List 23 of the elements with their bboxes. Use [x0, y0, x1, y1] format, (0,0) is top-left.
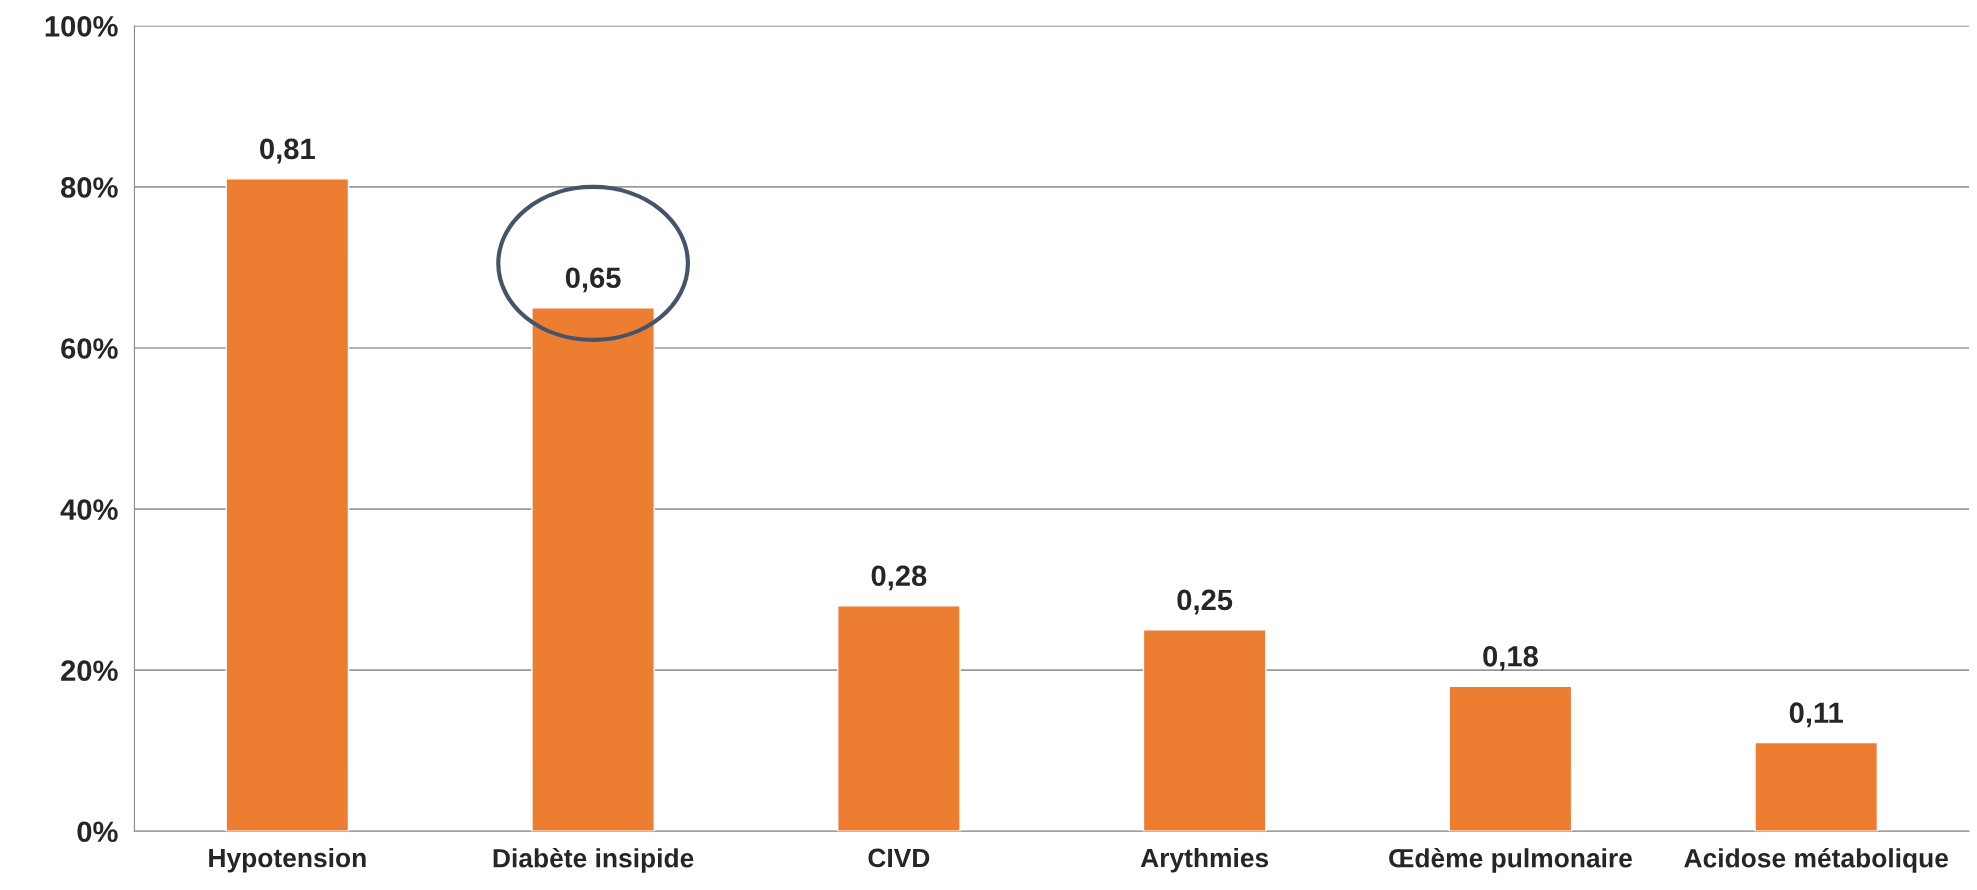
y-tick-label: 100% [45, 16, 118, 37]
data-label: 0,11 [1789, 702, 1843, 728]
x-tick-label: Œdème pulmonaire [1389, 847, 1632, 873]
y-tick-label: 0% [77, 821, 118, 843]
x-tick-label: Acidose métabolique [1684, 847, 1949, 873]
data-label: 0,25 [1177, 589, 1233, 615]
x-tick-label: Hypotension [209, 847, 366, 873]
y-tick-label: 20% [61, 660, 118, 682]
data-label: 0,28 [871, 565, 927, 591]
bar [225, 178, 350, 832]
x-tick-label: CIVD [868, 848, 930, 868]
y-tick-label: 40% [60, 499, 118, 520]
bar [1448, 685, 1573, 832]
bar [1754, 741, 1879, 832]
bar [1142, 629, 1267, 832]
y-tick-label: 80% [61, 177, 118, 198]
data-label: 0,81 [260, 138, 315, 164]
bar [837, 605, 961, 832]
data-label: 0,65 [565, 267, 621, 293]
x-tick-label: Arythmies [1140, 847, 1269, 873]
data-label: 0,18 [1483, 645, 1538, 671]
y-tick-label: 60% [61, 338, 118, 359]
x-tick-label: Diabète insipide [493, 847, 694, 873]
